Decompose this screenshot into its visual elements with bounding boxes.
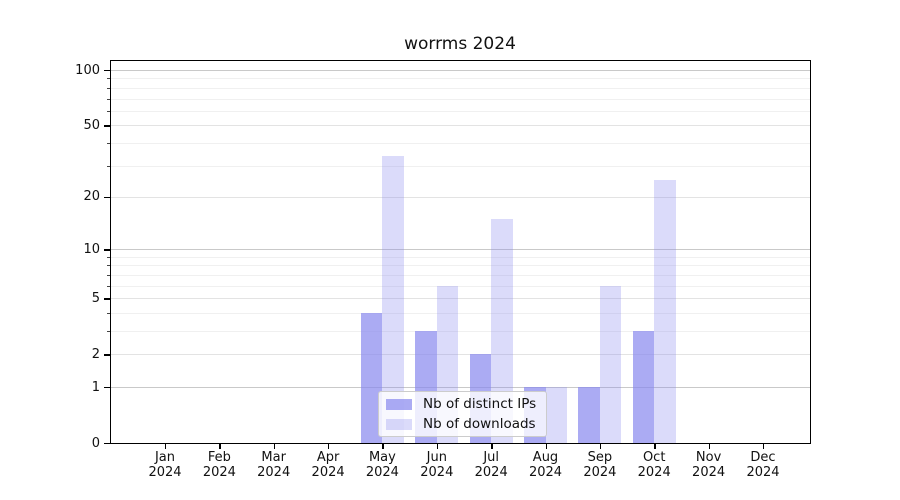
bar-downloads	[599, 285, 622, 443]
x-tick-label: Jan 2024	[148, 450, 182, 480]
y-minor-tick	[107, 331, 110, 332]
y-tick	[104, 196, 110, 199]
legend-swatch-downloads	[386, 418, 412, 430]
x-tick	[382, 444, 384, 449]
bar-distinct-ips	[578, 387, 600, 443]
x-tick	[219, 444, 221, 449]
y-tick	[104, 443, 110, 445]
x-tick	[165, 444, 167, 449]
y-tick-label: 50	[83, 117, 100, 133]
bar-downloads	[382, 155, 404, 443]
y-gridline-minor	[110, 142, 810, 144]
y-gridline-minor	[110, 87, 810, 89]
x-tick-label: Aug 2024	[528, 450, 563, 480]
y-minor-tick	[107, 110, 110, 112]
y-gridline-minor	[110, 285, 810, 287]
y-minor-tick	[107, 165, 110, 167]
x-tick	[599, 444, 602, 449]
y-gridline-minor	[110, 110, 810, 112]
x-tick	[654, 444, 656, 449]
y-tick-label: 0	[91, 435, 100, 451]
legend-swatch-distinct-ips	[386, 398, 412, 410]
bar-downloads	[654, 179, 676, 443]
y-gridline-minor	[110, 265, 810, 267]
x-tick	[491, 444, 493, 449]
y-tick-label: 2	[91, 346, 100, 362]
x-tick-label: Nov 2024	[692, 450, 726, 480]
y-gridline-minor	[110, 78, 810, 80]
y-tick	[104, 387, 110, 389]
y-minor-tick	[107, 87, 110, 89]
y-gridline	[110, 387, 810, 388]
bar-distinct-ips	[360, 312, 383, 443]
x-tick	[436, 444, 439, 449]
x-tick-label: Feb 2024	[202, 450, 236, 480]
y-tick	[104, 249, 110, 251]
bar-downloads	[491, 218, 513, 443]
y-gridline-minor	[110, 98, 810, 100]
x-tick-label: May 2024	[365, 450, 399, 480]
y-minor-tick	[107, 98, 110, 100]
x-tick-label: Jul 2024	[474, 450, 508, 480]
x-tick	[273, 444, 276, 449]
y-gridline-minor	[110, 256, 810, 258]
y-tick-label: 100	[75, 62, 100, 78]
y-gridline	[110, 354, 810, 356]
y-tick	[104, 70, 110, 72]
y-minor-tick	[107, 78, 110, 80]
x-tick	[763, 444, 765, 449]
y-gridline	[110, 196, 810, 198]
y-gridline-minor	[110, 165, 810, 167]
legend: Nb of distinct IPs Nb of downloads	[378, 391, 547, 437]
y-tick	[104, 125, 110, 127]
y-minor-tick	[107, 256, 110, 258]
y-tick	[104, 298, 110, 300]
bar-downloads	[545, 387, 567, 443]
chart-title: worrms 2024	[404, 34, 516, 54]
x-tick-label: Apr 2024	[311, 450, 345, 480]
y-minor-tick	[107, 142, 110, 144]
y-minor-tick	[107, 274, 110, 276]
y-gridline-minor	[110, 274, 810, 276]
y-gridline-minor	[110, 331, 810, 332]
y-minor-tick	[107, 312, 110, 314]
y-minor-tick	[107, 285, 110, 287]
y-gridline	[110, 249, 810, 251]
legend-item-distinct-ips: Nb of distinct IPs	[386, 394, 540, 414]
legend-item-downloads: Nb of downloads	[386, 414, 540, 434]
legend-label-downloads: Nb of downloads	[423, 416, 536, 432]
x-tick-label: Oct 2024	[637, 450, 671, 480]
y-tick-label: 1	[91, 379, 100, 395]
y-minor-tick	[107, 265, 110, 267]
x-tick-label: Jun 2024	[420, 450, 454, 480]
y-gridline	[110, 125, 810, 127]
y-tick-label: 20	[83, 189, 100, 205]
x-tick	[328, 444, 330, 449]
y-tick-label: 5	[91, 290, 100, 306]
legend-label-distinct-ips: Nb of distinct IPs	[423, 396, 537, 412]
x-tick-label: Sep 2024	[583, 450, 617, 480]
x-tick-label: Mar 2024	[257, 450, 291, 480]
x-tick	[545, 444, 547, 449]
y-gridline	[110, 70, 810, 71]
y-gridline	[110, 298, 810, 300]
y-tick-label: 10	[83, 241, 100, 257]
x-tick-label: Dec 2024	[746, 450, 780, 480]
y-tick	[104, 354, 110, 356]
y-gridline-minor	[110, 312, 810, 314]
x-tick	[708, 444, 710, 449]
bar-distinct-ips	[632, 331, 655, 443]
